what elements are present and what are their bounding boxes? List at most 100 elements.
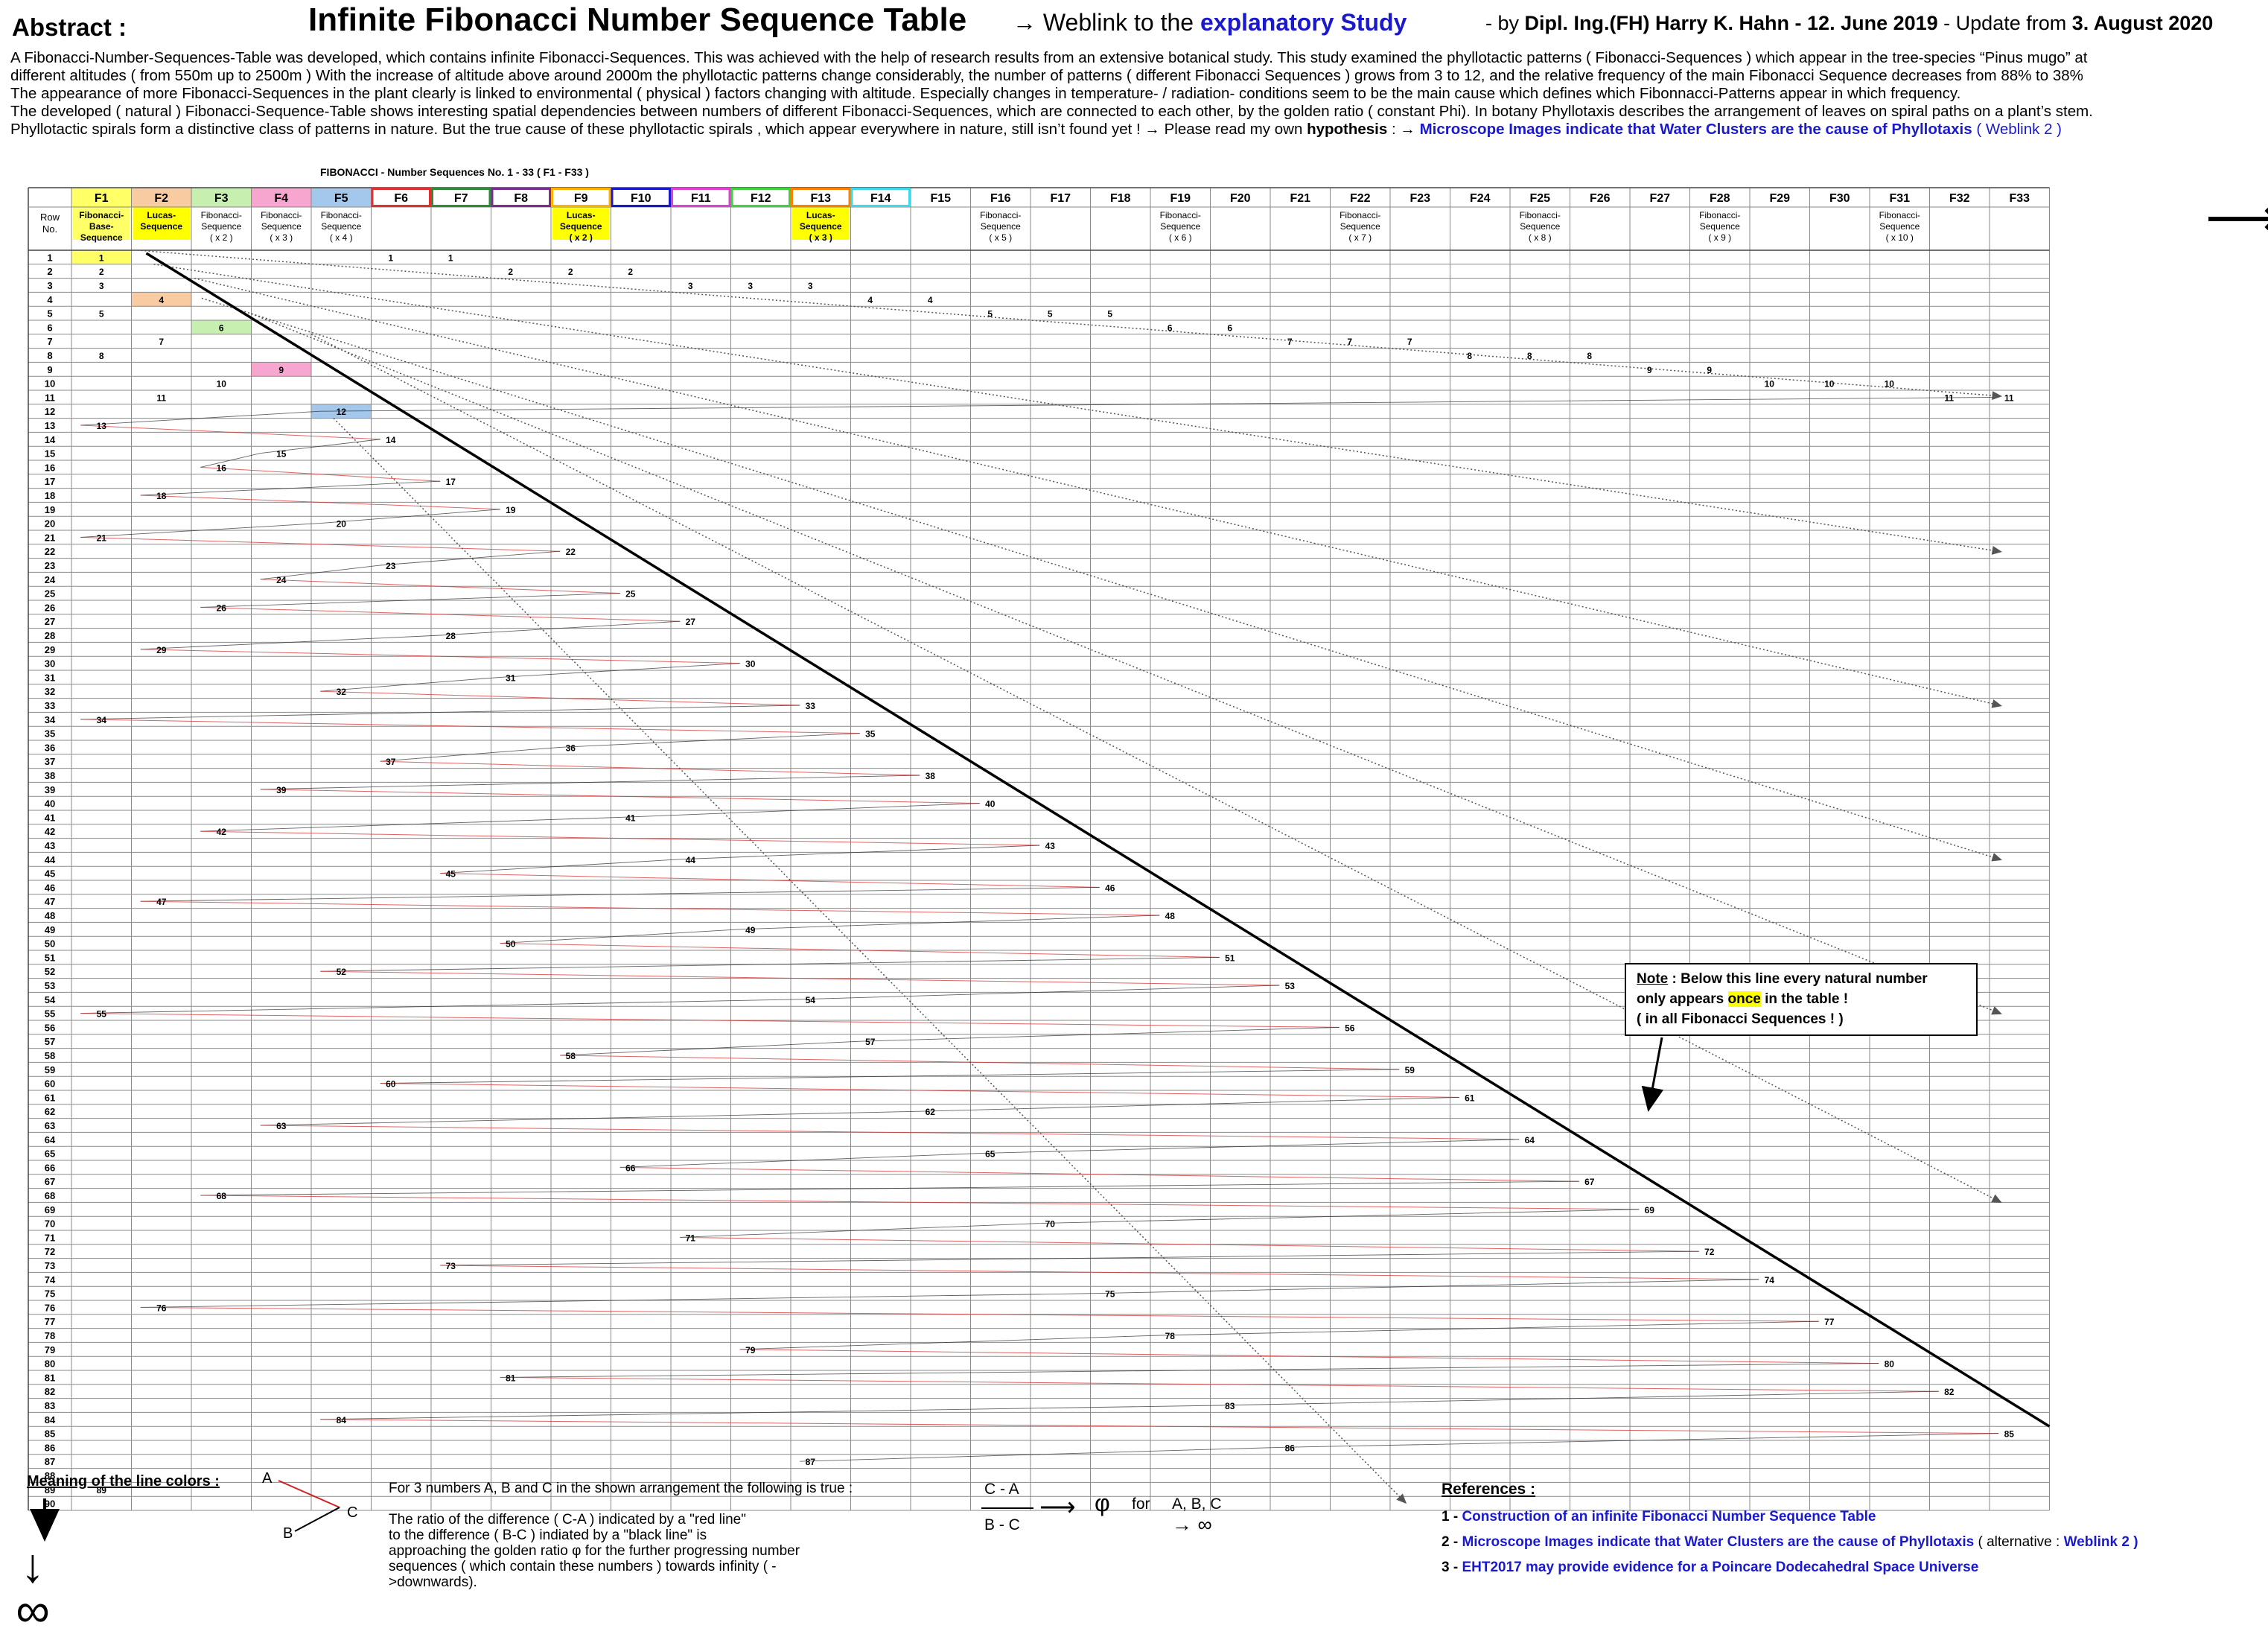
sequence-number: 10 xyxy=(1765,379,1775,390)
column-description: Sequence xyxy=(1340,221,1380,232)
row-number: 55 xyxy=(45,1008,55,1020)
row-number: 60 xyxy=(45,1078,55,1090)
references-title: References : xyxy=(1442,1481,1536,1498)
abstract-line: Phyllotactic spirals form a distinctive … xyxy=(10,121,2259,139)
sequence-number: 8 xyxy=(1587,351,1592,361)
black-line xyxy=(200,593,620,608)
row-number: 62 xyxy=(45,1106,55,1117)
note-arrow xyxy=(1641,1037,1664,1112)
arrow-right-icon: ⟶ xyxy=(1039,1493,1076,1522)
hypothesis-link[interactable]: Microscope Images indicate that Water Cl… xyxy=(1419,121,1972,138)
ref-link[interactable]: EHT2017 may provide evidence for a Poinc… xyxy=(1462,1560,1979,1575)
black-line xyxy=(380,550,561,566)
header-color-frame xyxy=(671,188,731,207)
weblink-2[interactable]: ( Weblink 2 ) xyxy=(1972,121,2062,138)
sequence-number: 6 xyxy=(219,322,224,333)
abstract-text: A Fibonacci-Number-Sequences-Table was d… xyxy=(10,49,2259,139)
row-number: 73 xyxy=(45,1260,55,1271)
red-line xyxy=(440,873,1100,888)
row-number: 66 xyxy=(45,1162,55,1173)
black-line xyxy=(1099,1279,1759,1294)
column-description: Base- xyxy=(89,221,114,232)
column-header-f20: F20 xyxy=(1230,192,1251,205)
column-description: Fibonacci- xyxy=(261,210,302,220)
row-number: 42 xyxy=(45,826,55,837)
row-number: 30 xyxy=(45,658,55,670)
column-description: Sequence xyxy=(981,221,1021,232)
black-line xyxy=(1279,1433,1999,1448)
sequence-number: 9 xyxy=(1647,365,1652,375)
abstract-last-prefix: Phyllotactic spirals form a distinctive … xyxy=(10,121,1307,138)
sequence-number: 39 xyxy=(276,785,287,795)
column-description: Lucas- xyxy=(806,210,835,220)
red-line xyxy=(200,830,1040,846)
ref-link[interactable]: Microscope Images indicate that Water Cl… xyxy=(1462,1534,1975,1550)
black-line xyxy=(739,915,1160,930)
header-color-cell xyxy=(131,188,191,207)
reference-2[interactable]: 2 - Microscope Images indicate that Wate… xyxy=(1442,1534,2138,1551)
explanatory-study-link[interactable]: → Weblink to the explanatory Study xyxy=(1013,9,1407,36)
highlight-cell xyxy=(131,292,191,307)
ref-link[interactable]: Construction of an infinite Fibonacci Nu… xyxy=(1462,1509,1876,1525)
black-line xyxy=(260,565,380,580)
sequence-number: 86 xyxy=(1285,1443,1296,1453)
sequence-number: 8 xyxy=(99,351,104,361)
diagonal-arrow xyxy=(153,264,2002,555)
column-header-f32: F32 xyxy=(1949,192,1970,205)
row-number: 32 xyxy=(45,686,55,697)
row-number: 29 xyxy=(45,644,55,655)
row-number: 15 xyxy=(45,448,55,460)
row-number: 38 xyxy=(45,770,55,781)
red-line xyxy=(739,1349,1879,1364)
sequence-number: 41 xyxy=(625,813,636,823)
red-line xyxy=(80,1013,1340,1028)
sequence-number: 5 xyxy=(1107,309,1112,320)
red-line xyxy=(140,1306,1819,1322)
uniqueness-boundary-line xyxy=(145,252,2051,1428)
note-line-2: only appears once in the table ! xyxy=(1637,989,1966,1009)
table-cells xyxy=(71,188,850,419)
row-number: 88 xyxy=(45,1470,55,1481)
sequence-number: 10 xyxy=(1885,379,1895,390)
column-description: Sequence xyxy=(321,221,361,232)
sequence-number: 71 xyxy=(686,1233,696,1243)
reference-1[interactable]: 1 - Construction of an infinite Fibonacc… xyxy=(1442,1509,1876,1525)
sequence-number: 82 xyxy=(1944,1387,1955,1397)
sequence-number: 11 xyxy=(2004,392,2014,403)
sequence-number: 81 xyxy=(506,1373,516,1383)
black-line xyxy=(140,1293,1100,1308)
sequence-number: 63 xyxy=(276,1121,287,1131)
sequence-number: 43 xyxy=(1045,841,1056,851)
sequence-number: 52 xyxy=(337,967,347,977)
reference-3[interactable]: 3 - EHT2017 may provide evidence for a P… xyxy=(1442,1560,1978,1576)
row-number: 44 xyxy=(45,854,56,865)
column-description: ( x 2 ) xyxy=(570,232,593,243)
row-number: 68 xyxy=(45,1190,55,1201)
legend-explanation: For 3 numbers A, B and C in the shown ar… xyxy=(389,1481,955,1590)
sequence-number: 28 xyxy=(446,631,456,641)
sequence-number: 62 xyxy=(926,1107,936,1117)
column-header-f25: F25 xyxy=(1529,192,1550,205)
sequence-number: 42 xyxy=(217,827,227,837)
sequence-number: 2 xyxy=(99,267,104,277)
black-line xyxy=(739,1335,1160,1350)
row-number: 25 xyxy=(45,588,55,600)
column-description: ( x 3 ) xyxy=(270,232,293,243)
page-title: Infinite Fibonacci Number Sequence Table xyxy=(308,1,967,38)
column-description: Fibonacci- xyxy=(1340,210,1380,220)
column-header-f10: F10 xyxy=(631,192,652,205)
sequence-number: 60 xyxy=(386,1079,396,1090)
sequence-number: 3 xyxy=(748,281,753,291)
column-header-f28: F28 xyxy=(1710,192,1730,205)
ref-link-2[interactable]: Weblink 2 ) xyxy=(2063,1534,2138,1550)
sequence-number: 57 xyxy=(865,1037,876,1047)
row-number: 41 xyxy=(45,812,55,823)
row-no-header: Row xyxy=(40,212,60,223)
column-description: Sequence xyxy=(1160,221,1200,232)
column-header-f33: F33 xyxy=(2009,192,2030,205)
sequence-number: 9 xyxy=(278,365,284,375)
column-description: Fibonacci- xyxy=(1160,210,1201,220)
sequence-number: 1 xyxy=(388,252,393,263)
sequence-number: 4 xyxy=(928,295,933,305)
link-text[interactable]: explanatory Study xyxy=(1200,9,1407,36)
